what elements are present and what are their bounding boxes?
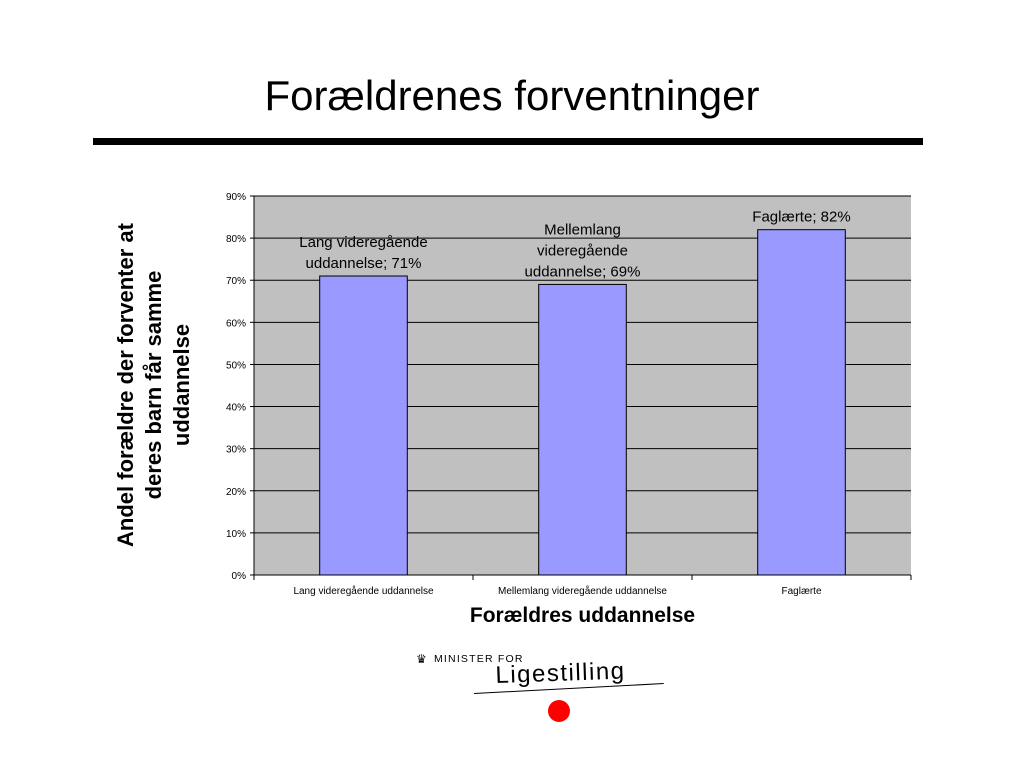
logo-top-text: MINISTER FOR	[433, 653, 524, 665]
y-axis-label-line-3: uddannelse	[169, 323, 194, 447]
y-tick-label: 30%	[226, 445, 246, 456]
data-label: Mellemlang	[544, 221, 621, 238]
y-tick-label: 0%	[232, 571, 247, 582]
logo-top-text-row: ♛ MINISTER FOR	[416, 652, 524, 666]
y-tick-label: 90%	[226, 192, 246, 203]
x-axis-label: Forældres uddannelse	[469, 604, 696, 627]
data-label: videregående	[537, 242, 628, 259]
data-label: uddannelse; 69%	[525, 263, 641, 280]
data-label: Lang videregående	[299, 234, 427, 251]
y-tick-label: 20%	[226, 487, 246, 498]
y-axis-label-line-1: Andel forældre der forventer at	[113, 223, 138, 547]
x-tick-label: Faglærte	[781, 586, 821, 597]
bar	[538, 283, 627, 576]
bar	[319, 275, 408, 576]
y-tick-label: 40%	[226, 403, 246, 414]
x-tick-label: Mellemlang videregående uddannelse	[498, 585, 667, 597]
x-tick-label: Lang videregående uddannelse	[293, 585, 434, 597]
y-tick-label: 60%	[226, 318, 246, 329]
ministry-logo: ♛ MINISTER FOR Ligestilling	[408, 648, 678, 728]
y-tick-label: 10%	[226, 529, 246, 540]
bar-chart: 0% 10% 20% 30% 40% 50% 60% 70% 80% 90% Lang videre…	[226, 192, 912, 597]
logo-red-dot	[548, 700, 570, 722]
y-axis-label-line-2: deres barn får samme	[141, 270, 166, 500]
y-tick-label: 80%	[226, 234, 246, 245]
crown-icon: ♛	[416, 652, 428, 666]
bar	[757, 229, 846, 576]
data-label: uddannelse; 71%	[306, 255, 422, 272]
y-tick-label: 50%	[226, 360, 246, 371]
title-divider	[93, 138, 923, 145]
slide-title: Forældrenes forventninger	[264, 72, 760, 119]
y-tick-label: 70%	[226, 276, 246, 287]
data-label: Faglærte; 82%	[752, 209, 850, 226]
y-axis-label: Andel forældre der forventer at deres ba…	[112, 205, 196, 565]
